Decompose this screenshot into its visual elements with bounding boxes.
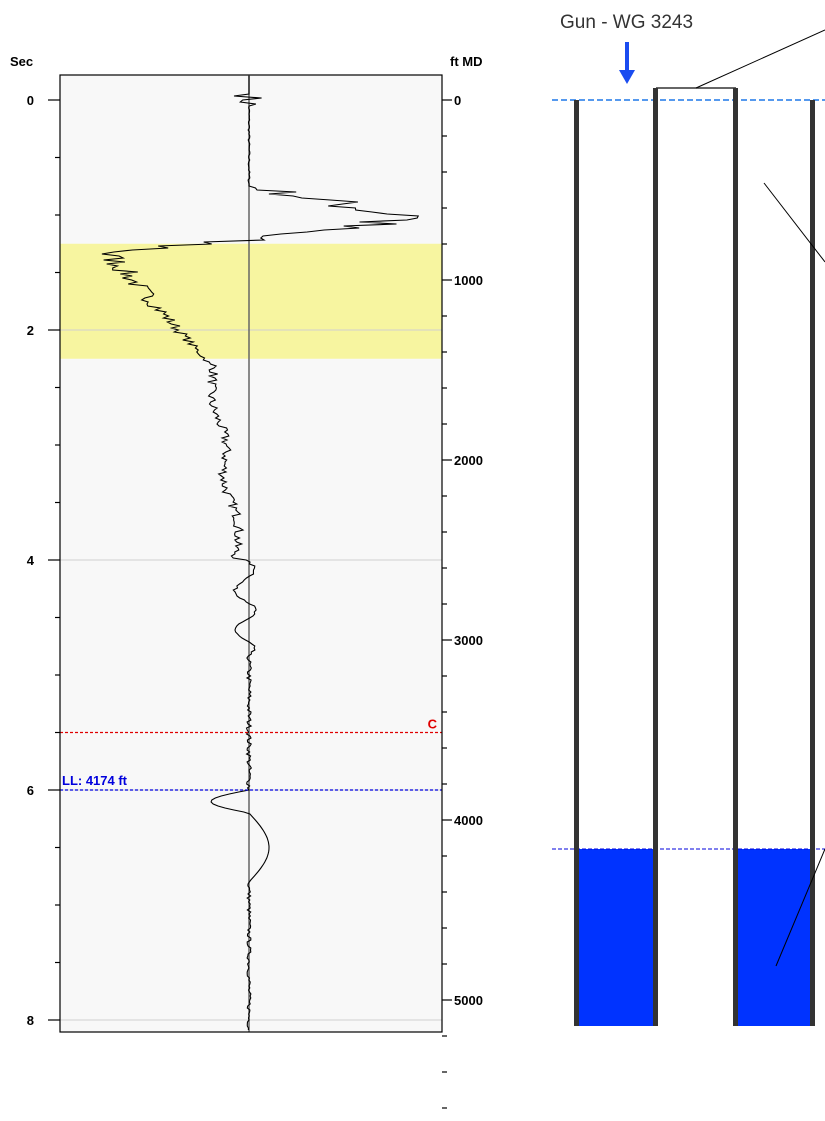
highlight-band [60, 243, 442, 359]
gun-label: Gun - WG 3243 [560, 12, 693, 33]
ft-tick-label: 1000 [454, 273, 483, 288]
leader-line-fluid [775, 848, 825, 967]
tubing-wall-left [653, 88, 658, 1026]
markers: C LL: 4174 ft [60, 717, 442, 791]
wellbore-schematic: Gun - WG 3243 [552, 12, 825, 1026]
collar-marker-label: C [428, 717, 438, 732]
casing-wall-left [574, 100, 579, 1026]
sec-tick-label: 6 [27, 783, 34, 798]
tubing-wall-right [733, 88, 738, 1026]
acoustic-trace [101, 76, 420, 1030]
sec-tick-label: 8 [27, 1013, 34, 1028]
plot-frame [59, 74, 443, 1033]
annulus-fluid-left [578, 849, 654, 1026]
ft-tick-label: 3000 [454, 633, 483, 648]
liquid-level-label: LL: 4174 ft [62, 773, 128, 788]
ft-tick-label: 5000 [454, 993, 483, 1008]
sec-axis: 0 2 4 6 8 [27, 93, 60, 1028]
ft-tick-label: 0 [454, 93, 461, 108]
ft-tick-label: 4000 [454, 813, 483, 828]
sec-axis-title: Sec [10, 54, 33, 69]
ft-md-axis: 0 1000 2000 3000 4000 5000 [442, 93, 483, 1109]
plot-background [60, 75, 442, 1032]
sec-tick-label: 2 [27, 323, 34, 338]
ft-md-axis-title: ft MD [450, 54, 483, 69]
leader-line-casing [763, 182, 825, 263]
sec-tick-label: 4 [27, 553, 35, 568]
gun-arrow-icon [619, 42, 635, 84]
casing-wall-right [810, 100, 815, 1026]
leader-line-tubing [695, 29, 825, 89]
ft-tick-label: 2000 [454, 453, 483, 468]
acoustic-trace-chart: C LL: 4174 ft 0 2 4 6 8 0 1000 2000 3000 4000 500… [10, 54, 483, 1109]
annulus-fluid-right [737, 849, 811, 1026]
sec-tick-label: 0 [27, 93, 34, 108]
